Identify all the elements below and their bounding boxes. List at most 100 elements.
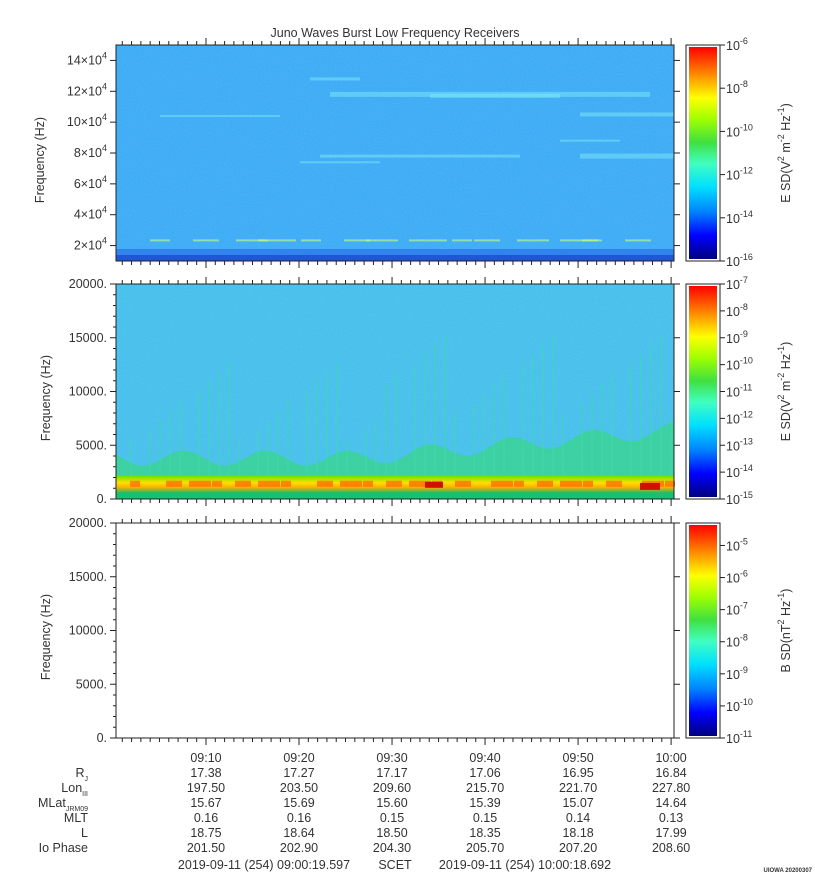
ephemeris-value: 205.70 [466, 841, 504, 855]
ephemeris-row-label: LonIII [61, 781, 88, 798]
colorbar-gradient [689, 286, 717, 497]
colorbar-gradient [689, 47, 717, 259]
low-frequency-band [116, 255, 674, 261]
colorbar-label: B SD(nT2 Hz-1) [776, 589, 793, 673]
top-spectrogram-texture [116, 45, 674, 261]
emission-spike [611, 374, 614, 499]
colorbar-tick-label: 10-9 [726, 329, 748, 346]
intense-band-patch [212, 480, 222, 487]
intense-band-peak [640, 482, 660, 490]
ephemeris-value: 18.18 [562, 826, 593, 840]
intense-band-patch [491, 480, 513, 487]
emission-spike [640, 354, 643, 499]
ephemeris-value: 0.15 [473, 811, 497, 825]
colorbar-tick-label: 10-8 [726, 79, 748, 96]
time-tick-label: 09:20 [283, 751, 314, 765]
colorbar-tick-label: 10-12 [726, 409, 753, 426]
intense-band-patch [130, 480, 140, 487]
emission-spike [454, 413, 457, 499]
y-tick-label: 15000. [69, 331, 107, 345]
middle-y-axis: 0. 5000. 10000. 15000. 20000. [69, 277, 680, 506]
emission-spike [493, 383, 496, 499]
emission-spike [198, 391, 201, 499]
emission-spike [424, 354, 427, 499]
emission-spike [267, 420, 270, 499]
colorbar-tick-label: 10-5 [726, 536, 748, 553]
emission-streak [160, 114, 280, 117]
emission-spike [591, 393, 594, 499]
y-tick-label: 2×104 [74, 236, 107, 253]
middle-spectrogram-features [116, 335, 675, 499]
emission-spike [277, 410, 280, 499]
emission-spike [444, 335, 447, 499]
y-tick-label: 0. [97, 492, 107, 506]
footer-start-time: 2019-09-11 (254) 09:00:19.597 [178, 858, 350, 872]
ephemeris-value: 17.38 [190, 766, 221, 780]
emission-spike [336, 362, 339, 499]
y-tick-label: 14×104 [67, 50, 107, 67]
emission-dash [452, 239, 472, 242]
intense-band-patch [583, 480, 593, 487]
intense-band-patch [363, 480, 373, 487]
ephemeris-value: 201.50 [187, 841, 225, 855]
emission-spike [581, 403, 584, 499]
emission-spike [483, 393, 486, 499]
ephemeris-value: 197.50 [187, 781, 225, 795]
emission-spike [375, 420, 378, 499]
ephemeris-value: 18.35 [469, 826, 500, 840]
bottom-y-axis: 0. 5000. 10000. 15000. 20000. [69, 516, 680, 745]
emission-spike [228, 362, 231, 499]
colorbar-label: E SD(V2 m-2 Hz-1) [776, 103, 793, 203]
colorbar-tick-label: 10-14 [726, 463, 753, 480]
intense-band-patch [665, 480, 675, 487]
emission-spike [434, 345, 437, 499]
ephemeris-value: 15.69 [283, 796, 314, 810]
ephemeris-value: 221.70 [559, 781, 597, 795]
lowest-band [116, 493, 674, 499]
ephemeris-row-label: MLatJRM09 [38, 796, 88, 813]
emission-spike [218, 372, 221, 499]
emission-spike [326, 372, 329, 499]
colorbar-tick-label: 10-11 [726, 729, 752, 746]
top-spectrogram-features [116, 77, 674, 261]
y-tick-label: 20000. [69, 516, 107, 530]
ephemeris-value: 15.39 [469, 796, 500, 810]
colorbar-tick-label: 10-15 [726, 490, 753, 507]
emission-streak [580, 112, 674, 117]
ephemeris-value: 15.07 [562, 796, 593, 810]
emission-spike [365, 430, 368, 499]
emission-spike [238, 439, 241, 499]
middle-spectrogram-panel: 0. 5000. 10000. 15000. 20000. Frequency (Hz)… [39, 275, 793, 507]
top-colorbar: 10-6 10-8 10-10 10-12 10-14 10-16 E SD(V2 m-2 … [685, 36, 793, 269]
intense-band-patch [560, 480, 582, 487]
emission-dash [517, 239, 549, 242]
emission-dash [582, 239, 602, 242]
time-axis-labels: 09:10 09:20 09:30 09:40 09:50 10:00 [190, 751, 686, 765]
y-tick-label: 6×104 [74, 174, 107, 191]
emission-spike [660, 335, 663, 499]
y-tick-label: 5000. [76, 438, 107, 452]
middle-x-ticks [121, 277, 672, 506]
colorbar-tick-label: 10-11 [726, 383, 752, 400]
ephemeris-table: RJ 17.38 17.27 17.17 17.06 16.95 16.84 LonIII 19… [38, 766, 690, 855]
colorbar-gradient [689, 525, 717, 736]
ephemeris-row-label: MLT [64, 811, 88, 825]
bottom-x-ticks [121, 516, 672, 745]
chart-title: Juno Waves Burst Low Frequency Receivers [271, 26, 520, 40]
intense-band-patch [281, 480, 291, 487]
ephemeris-value: 15.60 [376, 796, 407, 810]
ephemeris-value: 18.50 [376, 826, 407, 840]
colorbar-tick-label: 10-6 [726, 569, 748, 586]
intense-band-patch [409, 480, 431, 487]
emission-spike [306, 391, 309, 499]
emission-spike [414, 364, 417, 499]
intense-band-patch [166, 480, 182, 487]
intense-band-patch [537, 480, 553, 487]
colorbar-tick-label: 10-10 [726, 697, 753, 714]
emission-streak [310, 77, 360, 81]
intense-band-patch [386, 480, 402, 487]
colorbar-tick-label: 10-8 [726, 302, 748, 319]
middle-y-axis-label: Frequency (Hz) [39, 355, 53, 441]
ephemeris-value: 202.90 [280, 841, 318, 855]
ephemeris-value: 17.27 [283, 766, 314, 780]
